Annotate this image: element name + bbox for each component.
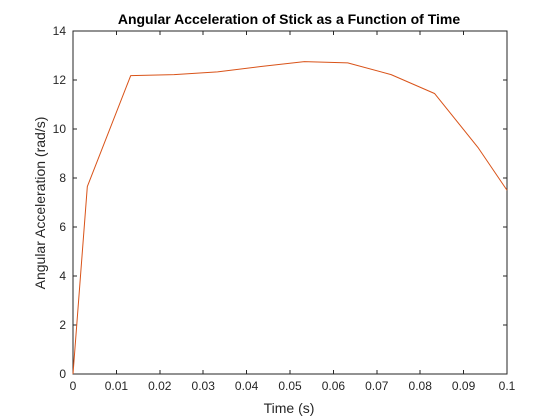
x-tick-label: 0.01 xyxy=(105,379,129,393)
y-tick-label: 10 xyxy=(53,122,67,136)
y-tick-label: 2 xyxy=(59,318,66,332)
x-tick-label: 0.09 xyxy=(452,379,476,393)
x-axis-label: Time (s) xyxy=(264,400,315,416)
y-axis-label: Angular Acceleration (rad/s) xyxy=(32,117,48,290)
x-tick-label: 0.02 xyxy=(148,379,172,393)
x-tick-label: 0.04 xyxy=(235,379,259,393)
chart-title: Angular Acceleration of Stick as a Funct… xyxy=(118,11,461,27)
y-tick-label: 6 xyxy=(59,220,66,234)
y-tick-label: 8 xyxy=(59,171,66,185)
x-tick-label: 0.1 xyxy=(499,379,516,393)
x-tick-label: 0.07 xyxy=(365,379,389,393)
x-tick-label: 0.08 xyxy=(409,379,433,393)
series-line-0 xyxy=(72,61,508,375)
plot-area xyxy=(72,30,508,375)
y-tick-label: 0 xyxy=(59,367,66,381)
x-tick-label: 0 xyxy=(70,379,77,393)
x-tick-label: 0.05 xyxy=(278,379,302,393)
y-tick-label: 4 xyxy=(59,269,66,283)
x-tick-label: 0.03 xyxy=(192,379,216,393)
y-tick-label: 12 xyxy=(53,73,67,87)
x-tick-label: 0.06 xyxy=(322,379,346,393)
plot-layer: 0 0.01 0.02 0.03 0.04 0.05 0.06 0.07 0.08 0.09 0.1… xyxy=(53,24,516,393)
y-tick-label: 14 xyxy=(53,24,67,38)
